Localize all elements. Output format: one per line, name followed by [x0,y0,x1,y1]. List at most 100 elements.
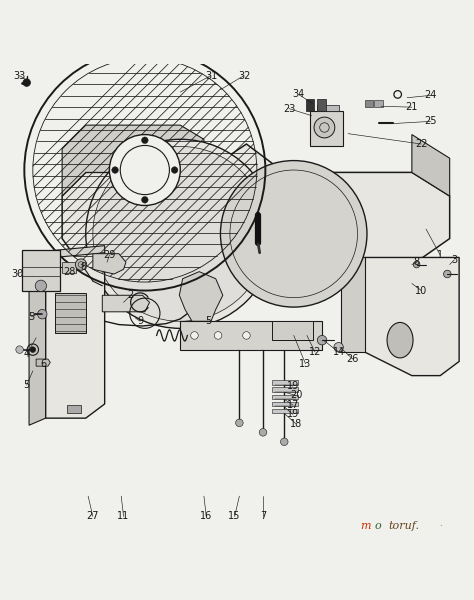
Circle shape [304,332,312,339]
Circle shape [236,419,243,427]
Polygon shape [29,253,46,425]
Text: 34: 34 [292,89,305,100]
Circle shape [37,310,47,319]
Circle shape [243,332,250,339]
Text: 5: 5 [206,316,212,326]
Bar [67,405,81,413]
Polygon shape [93,254,126,274]
Text: 16: 16 [200,511,212,521]
Polygon shape [180,321,322,350]
Text: toruf.: toruf. [388,521,419,530]
Polygon shape [273,321,313,340]
Ellipse shape [387,322,413,358]
Circle shape [142,196,148,203]
Text: 1: 1 [437,250,443,260]
Text: o: o [374,521,381,530]
Polygon shape [179,272,223,321]
Text: 9: 9 [137,316,143,326]
Text: ·: · [439,521,442,530]
Text: 31: 31 [205,71,217,80]
Text: 24: 24 [425,91,437,100]
Circle shape [35,280,46,292]
Text: 19: 19 [287,381,299,391]
Polygon shape [46,253,105,418]
Text: 13: 13 [300,359,311,369]
Text: 21: 21 [406,102,418,112]
Text: 33: 33 [13,71,26,80]
Text: 12: 12 [309,347,321,357]
Circle shape [444,270,451,278]
Text: 30: 30 [11,269,23,279]
Text: 25: 25 [425,116,437,127]
Text: 6: 6 [40,359,46,369]
Text: 19: 19 [287,409,299,419]
Polygon shape [341,257,365,352]
Text: 23: 23 [283,104,295,113]
Bar [306,99,314,111]
Circle shape [16,346,23,353]
Bar [273,388,299,392]
Text: 29: 29 [103,250,116,260]
Polygon shape [36,359,50,366]
Circle shape [93,146,268,321]
Text: 14: 14 [332,347,345,357]
Circle shape [413,261,420,268]
Circle shape [86,139,275,328]
Text: 27: 27 [87,511,99,521]
Text: m: m [360,521,370,530]
Text: 18: 18 [290,419,302,429]
Text: 8: 8 [80,262,86,272]
Circle shape [75,259,87,270]
Circle shape [314,117,335,138]
Bar [374,100,383,107]
Circle shape [294,323,303,333]
Text: 5: 5 [24,380,30,390]
Circle shape [334,343,343,352]
Text: 4: 4 [24,349,30,359]
Text: 2: 2 [128,290,134,300]
Circle shape [109,134,180,205]
Circle shape [171,167,178,173]
Bar [62,262,76,272]
Text: 7: 7 [260,511,266,521]
Circle shape [112,167,118,173]
Polygon shape [22,250,60,290]
Circle shape [191,332,198,339]
Bar [273,380,299,385]
Circle shape [220,161,367,307]
Polygon shape [62,125,204,196]
Circle shape [23,79,30,86]
Bar [273,395,299,399]
Circle shape [295,332,302,339]
Text: 26: 26 [346,354,359,364]
Text: 28: 28 [63,266,75,277]
Text: 17: 17 [287,400,299,410]
Text: 10: 10 [415,286,428,296]
Text: 3: 3 [451,255,457,265]
Polygon shape [102,295,150,312]
Text: 20: 20 [290,391,302,400]
Polygon shape [310,111,343,146]
Text: 15: 15 [228,511,241,521]
Circle shape [281,438,288,446]
Circle shape [30,347,36,352]
Text: 5: 5 [28,311,35,322]
Circle shape [214,332,222,339]
Bar [318,99,326,111]
Circle shape [120,145,169,194]
Bar [55,293,86,333]
Bar [318,105,338,111]
Polygon shape [365,257,459,376]
Text: 11: 11 [118,511,130,521]
Circle shape [259,428,267,436]
Text: 32: 32 [238,71,250,80]
Polygon shape [412,134,450,196]
Circle shape [142,137,148,143]
Polygon shape [62,144,450,272]
Bar [273,401,299,406]
Bar [273,409,299,413]
Circle shape [302,323,314,334]
Polygon shape [29,245,105,260]
Text: 22: 22 [415,139,428,149]
Circle shape [318,335,327,345]
